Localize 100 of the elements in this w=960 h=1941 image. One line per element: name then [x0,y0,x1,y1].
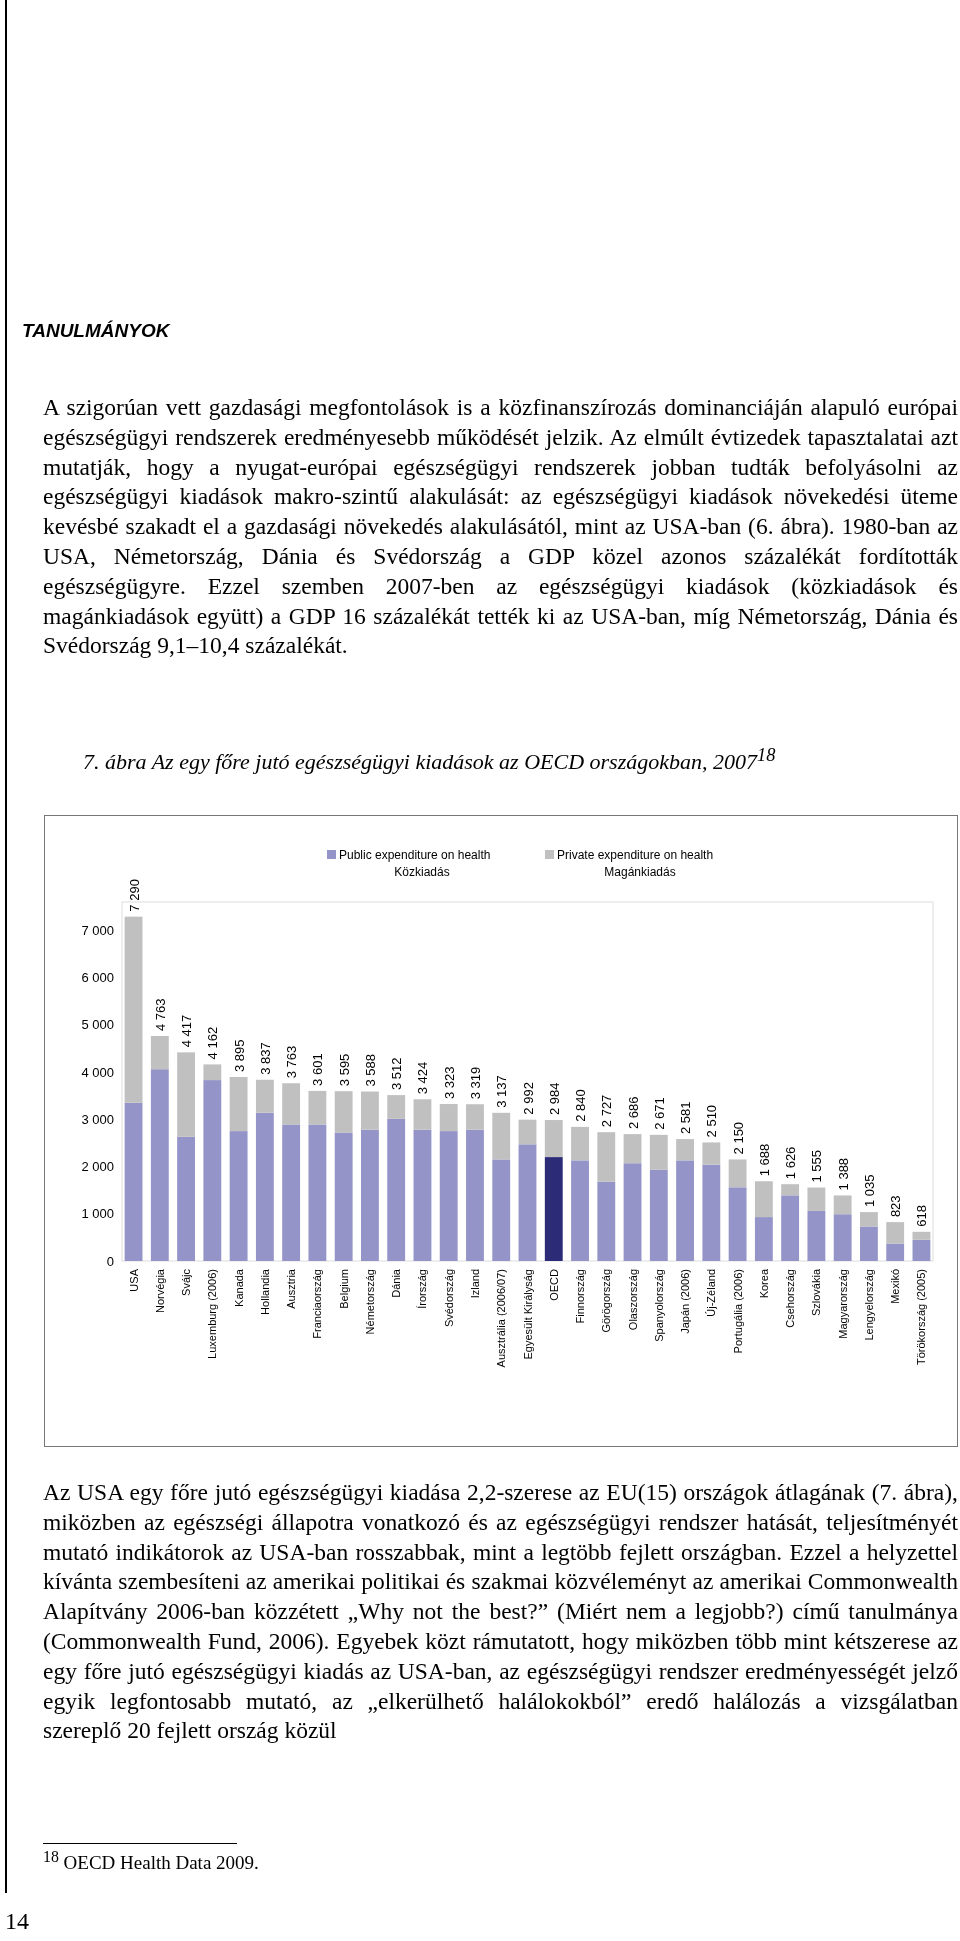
x-tick-label: Japán (2006) [679,1269,692,1334]
bar [177,1052,196,1137]
x-tick-label: Lengyelország [862,1269,875,1341]
x-tick-label: Belgium [337,1269,350,1309]
total-label: 1 035 [861,1174,877,1208]
bar [623,1134,642,1164]
x-tick-label: Írország [416,1269,429,1309]
total-label: 3 601 [310,1053,326,1086]
bar [492,1112,511,1160]
bar [571,1160,589,1261]
bar [439,1131,458,1261]
x-tick-label: Izland [468,1269,481,1299]
bar [597,1181,616,1261]
bar [387,1118,406,1261]
bar [702,1142,721,1165]
chart-title: 7. ábra Az egy főre jutó egészségügyi kiadások az OECD országokban, 2007$^{18}$ [83,745,777,776]
total-label: 3 595 [336,1053,352,1087]
y-tick-label: 5 000 [81,1017,114,1033]
total-label: 3 837 [257,1042,273,1075]
total-label: 3 512 [389,1057,405,1091]
bar [912,1239,931,1261]
bar [308,1124,327,1261]
total-label: 3 588 [362,1053,378,1087]
bar [544,1120,563,1158]
x-tick-label: Kanada [232,1268,245,1307]
total-label: 1 688 [756,1143,772,1177]
text: 14 [5,1908,29,1935]
bar [623,1163,642,1261]
bar [649,1134,668,1170]
total-label: 2 840 [573,1089,589,1122]
bar [807,1187,826,1211]
x-tick-label: Dánia [390,1268,403,1298]
total-label: 2 510 [704,1104,720,1138]
y-tick-label: 2 000 [81,1159,114,1175]
bar [754,1217,773,1261]
total-label: 2 150 [730,1121,746,1155]
y-tick-label: 0 [106,1253,114,1269]
bar [597,1132,616,1182]
x-tick-label: Svédország [442,1269,455,1328]
bar [124,916,143,1103]
x-tick-label: Mexikó [889,1269,902,1304]
total-label: 3 763 [284,1045,300,1079]
bar [439,1104,458,1132]
bar [676,1160,695,1261]
bar [255,1112,274,1261]
total-label: 1 388 [835,1157,851,1191]
x-tick-label: Spanyolország [652,1269,665,1342]
bar [728,1159,747,1188]
bar [544,1157,563,1261]
bar [702,1164,721,1261]
bar [781,1184,800,1196]
x-tick-label: Szlovákia [810,1268,823,1317]
total-label: 4 417 [179,1014,195,1048]
text: A szigorúan vett gazdasági megfontolások is a közfinanszírozás dominanciáján alapuló európai egészségügyi rendszerek eredményesebb működését jelzik. Az elmúlt évtizedek tapasztalatai azt mutatják, hogy a nyugat-európai egészségügyi rendszerek jobban tudták befolyásolni az egészségügyi kiadások makro-szintű alakulását: az egészségügyi kiadások növekedési üteme kevésbé szakadt el a gazdasági növekedés alakulásától, mint az USA-ban (6. ábra). 1980-ban az USA, Németország, Dánia és Svédország a GDP közel azonos százalékát fordították egészségügyre. Ezzel szemben 2007-ben az egészségügyi kiadások (közkiadások és magánkiadások együtt) a GDP 16 százalékát tették ki az USA-ban, míg Németország, Dánia és Svédország 9,1–10,4 százalékát. [43,394,958,659]
bar [728,1187,747,1261]
bar [150,1036,169,1070]
x-tick-label: Törökország (2005) [915,1269,928,1365]
bar [833,1195,852,1215]
total-label: 3 895 [231,1039,247,1073]
x-tick-label: Csehország [784,1269,797,1328]
bar [518,1119,537,1145]
bar [308,1090,327,1125]
total-label: 2 727 [599,1094,615,1128]
x-tick-label: Ausztria [285,1268,298,1309]
x-tick-label: Finnország [574,1269,587,1324]
x-tick-label: Norvégia [153,1268,166,1314]
bar [886,1222,905,1244]
x-tick-label: Korea [757,1268,770,1299]
bar [229,1131,248,1261]
bar [334,1091,353,1133]
total-label: 618 [914,1205,930,1227]
total-label: 2 671 [651,1097,667,1130]
y-tick-label: 4 000 [81,1064,114,1080]
total-label: 4 763 [152,998,168,1032]
bar [203,1064,222,1081]
bar [807,1210,826,1261]
bar [571,1126,589,1161]
total-label: 823 [888,1195,904,1218]
bar [754,1181,773,1218]
bar [282,1124,301,1261]
bar [282,1083,301,1125]
bar [413,1129,432,1261]
bar [255,1079,274,1113]
total-label: 7 290 [126,879,142,912]
bar [413,1099,432,1130]
bar [859,1226,878,1261]
total-label: 3 319 [467,1066,483,1100]
bar [518,1144,537,1261]
bar [203,1080,222,1261]
total-label: 2 581 [678,1101,694,1135]
x-tick-label: Portugália (2006) [731,1269,744,1354]
bar [492,1159,511,1261]
x-tick-label: Olaszország [626,1269,639,1331]
total-label: 3 137 [494,1075,510,1108]
text: TANULMÁNYOK [22,320,170,342]
total-label: 4 162 [205,1026,221,1060]
x-tick-label: Ausztrália (2006/07) [495,1269,508,1368]
x-tick-label: Magyarország [836,1269,849,1339]
bar [360,1129,379,1261]
y-tick-label: 7 000 [81,922,114,938]
